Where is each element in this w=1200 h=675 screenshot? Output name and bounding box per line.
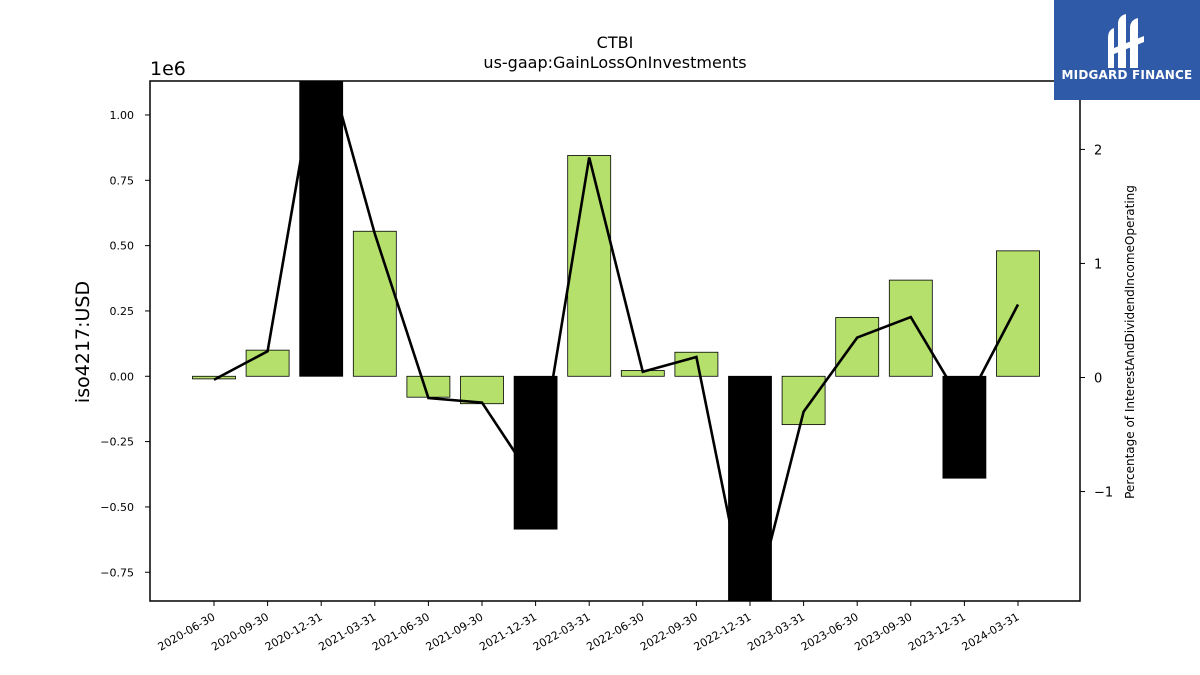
chart-title: CTBI: [597, 33, 634, 52]
y2-axis-label: Percentage of InterestAndDividendIncomeO…: [1123, 185, 1137, 499]
x-tick-label: 2022-12-31: [692, 610, 754, 653]
bar-2023-03-31: [781, 375, 826, 426]
brand-logo: MIDGARD FINANCE: [1054, 0, 1200, 100]
x-tick-label: 2020-12-31: [263, 610, 325, 653]
x-tick-label: 2022-09-30: [638, 610, 700, 653]
y2-tick-label: 2: [1094, 143, 1102, 158]
y-tick-label: −0.25: [100, 436, 134, 449]
y-tick-label: −0.75: [100, 566, 134, 579]
bar-2022-03-31: [567, 155, 612, 377]
x-tick-label: 2023-12-31: [906, 610, 968, 653]
bar-2022-12-31: [728, 375, 772, 602]
y-tick-label: 0.75: [110, 174, 135, 187]
x-tick-label: 2023-06-30: [799, 610, 861, 653]
y2-tick-label: 0: [1094, 371, 1102, 386]
x-tick-label: 2021-06-30: [370, 610, 432, 653]
bar-2023-12-31: [942, 375, 987, 479]
x-tick-label: 2020-09-30: [209, 610, 271, 653]
ratio-line: [213, 81, 1020, 601]
logo-mark-icon: [1108, 14, 1144, 68]
x-tick-label: 2020-06-30: [156, 610, 218, 653]
bar-2021-09-30: [460, 375, 504, 405]
x-tick-label: 2022-03-31: [531, 610, 593, 653]
y-tick-label: 0.25: [110, 305, 135, 318]
y-tick-label: 0.00: [110, 370, 135, 383]
x-tick-label: 2024-03-31: [960, 610, 1022, 653]
bar-2023-06-30: [835, 317, 880, 377]
plot-frame: [149, 80, 1081, 602]
bar-2024-03-31: [996, 250, 1040, 377]
y-tick-label: −0.50: [100, 501, 134, 514]
y2-tick-label: −1: [1094, 486, 1113, 501]
bar-2020-09-30: [245, 349, 290, 377]
y-offset-label: 1e6: [150, 58, 186, 80]
bar-2023-09-30: [888, 279, 933, 377]
x-tick-label: 2021-12-31: [477, 610, 539, 653]
logo-text: MIDGARD FINANCE: [1061, 68, 1193, 82]
bar-2021-03-31: [352, 230, 397, 377]
y2-tick-label: 1: [1094, 257, 1102, 272]
x-tick-label: 2023-03-31: [745, 610, 807, 653]
x-tick-label: 2021-03-31: [316, 610, 378, 653]
y-tick-label: 1.00: [110, 109, 135, 122]
y-tick-label: 0.50: [110, 240, 135, 253]
x-tick-label: 2022-06-30: [584, 610, 646, 653]
x-tick-label: 2023-09-30: [852, 610, 914, 653]
chart-subtitle: us-gaap:GainLossOnInvestments: [483, 53, 746, 72]
x-tick-label: 2021-09-30: [424, 610, 486, 653]
y-axis-label: iso4217:USD: [72, 281, 94, 403]
